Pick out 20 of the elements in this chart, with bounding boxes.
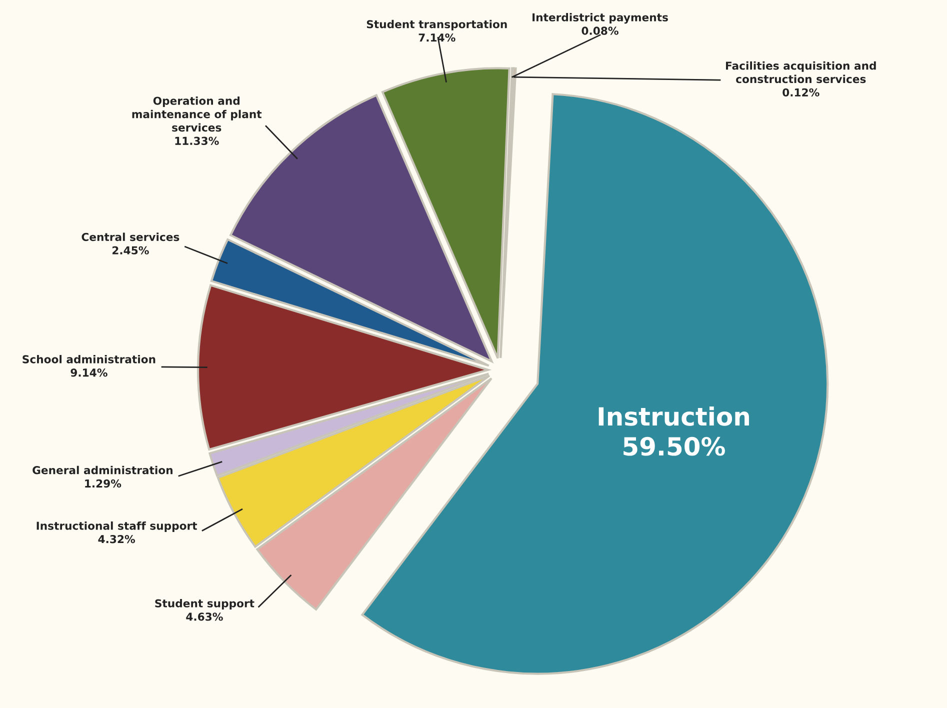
data-label: 11.33% xyxy=(175,136,219,145)
slice-label: School administration xyxy=(22,354,156,364)
data-label: 59.50% xyxy=(624,436,725,456)
data-label: 0.08% xyxy=(582,26,618,35)
data-label: 2.45% xyxy=(112,246,149,254)
slice-label: Instructional staff support xyxy=(36,521,198,532)
slice-label: Central services xyxy=(82,232,180,242)
data-label: 4.63% xyxy=(186,612,223,621)
slice-label: Operation and maintenance of plant services xyxy=(132,96,262,132)
data-label: 1.29% xyxy=(85,479,122,488)
data-label: 4.32% xyxy=(98,535,135,544)
slice-label: General administration xyxy=(32,466,172,474)
slice-label: Student support xyxy=(155,599,254,610)
slice-label: Interdistrict payments xyxy=(532,13,668,24)
slice-label: Student transportation xyxy=(366,20,507,30)
data-label: 0.12% xyxy=(782,88,820,97)
slice-label: Instruction xyxy=(598,406,749,426)
data-label: 9.14% xyxy=(70,368,108,377)
slice-label: Facilities acquisition and construction services xyxy=(726,61,876,84)
data-label: 7.14% xyxy=(418,33,456,42)
